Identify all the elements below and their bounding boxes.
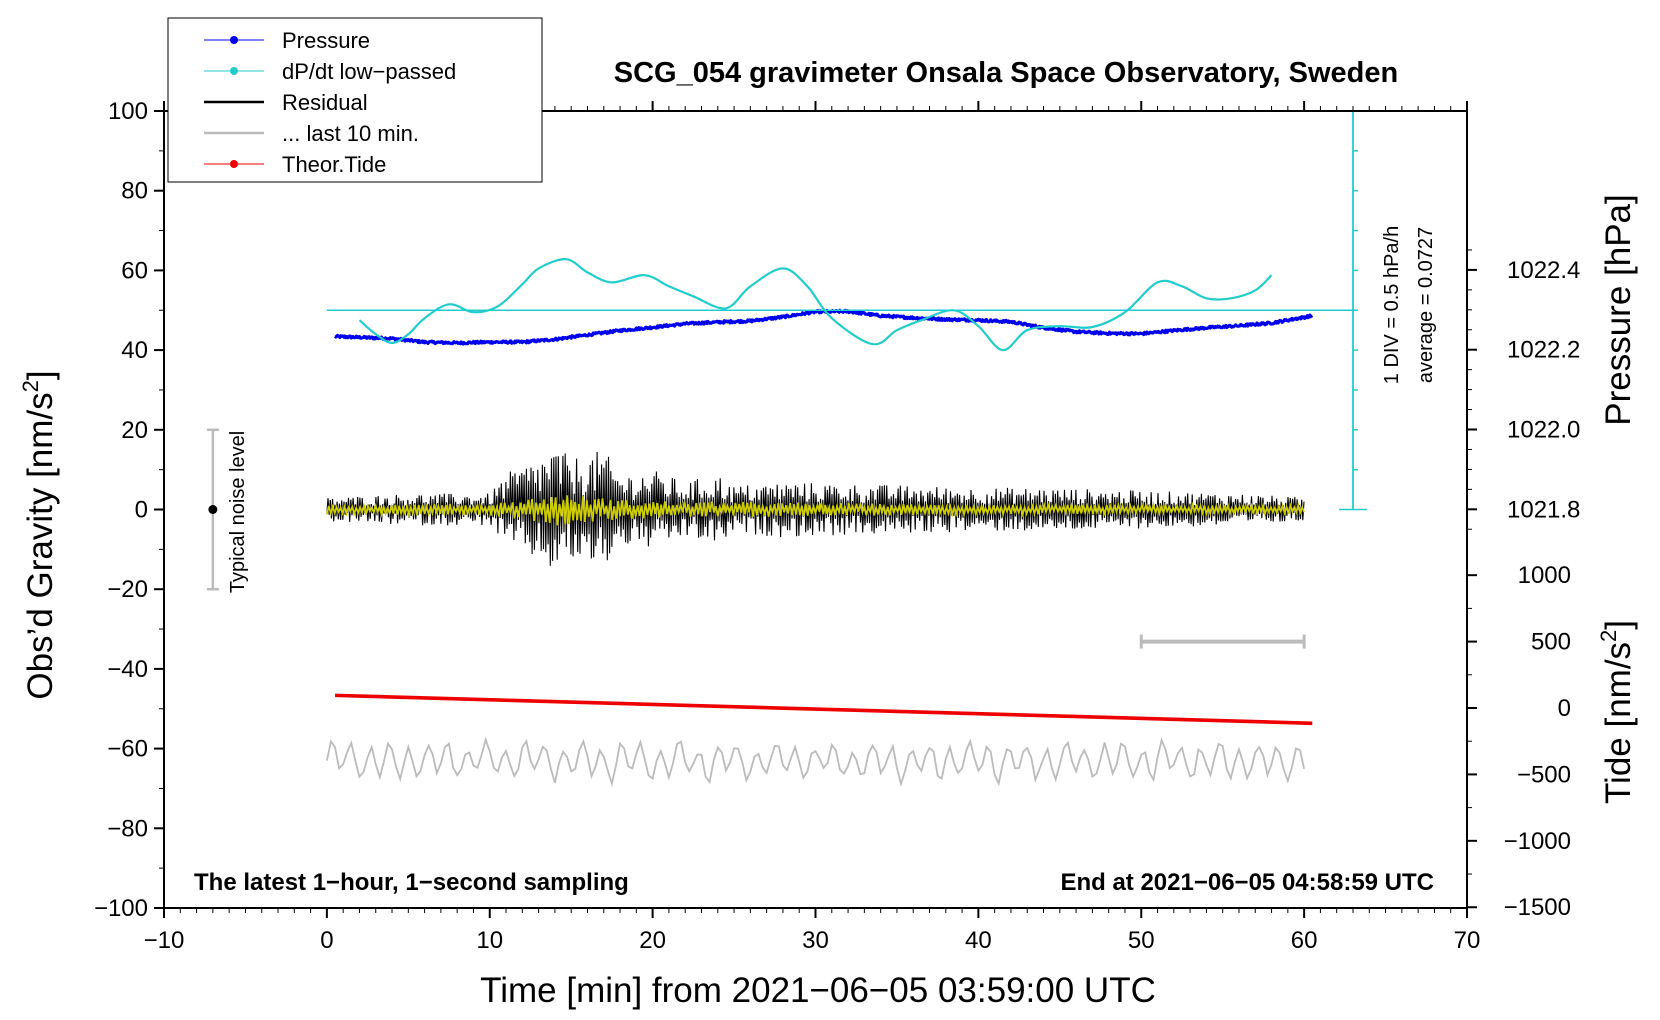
- x-tick-label: 20: [639, 927, 666, 954]
- left-axis-label-sup: 2: [18, 380, 43, 392]
- x-tick-label: 70: [1454, 927, 1481, 954]
- footer-left-note: The latest 1−hour, 1−second sampling: [194, 869, 629, 896]
- x-tick-label: 10: [476, 927, 503, 954]
- tide-tick-label: 500: [1531, 629, 1571, 656]
- chart-title: SCG_054 gravimeter Onsala Space Observat…: [614, 57, 1398, 89]
- y-tick-label: −40: [107, 656, 148, 683]
- pressure-tick-label: 1021.8: [1507, 496, 1580, 523]
- left-axis-label-text: Obs’d Gravity [nm/s: [21, 392, 60, 699]
- legend-entry: dP/dt low−passed: [204, 59, 456, 84]
- pressure-tick-label: 1022.0: [1507, 417, 1580, 444]
- y-tick-label: 20: [121, 417, 148, 444]
- legend: Pressure dP/dt low−passed Residual ... last…: [167, 17, 543, 183]
- tide-series-line: [334, 693, 1313, 726]
- pressure-tick-label: 1022.2: [1507, 337, 1580, 364]
- tide-tick-label: 1000: [1518, 562, 1571, 589]
- legend-box: [167, 17, 543, 183]
- y-tick-label: 60: [121, 257, 148, 284]
- y-tick-label: 80: [121, 178, 148, 205]
- noise-level-bar: [206, 428, 219, 591]
- tide-tick-label: −1500: [1504, 894, 1571, 921]
- y-tick-label: 100: [108, 98, 148, 125]
- x-tick-label: −10: [144, 927, 185, 954]
- dpdt-series-line: [358, 258, 1273, 352]
- y-tick-label: 40: [121, 337, 148, 364]
- x-tick-label: 60: [1291, 927, 1318, 954]
- tide-tick-label: −1000: [1504, 828, 1571, 855]
- legend-entries: Pressure dP/dt low−passed Residual ... last…: [204, 28, 456, 177]
- y-tick-label: −100: [94, 895, 148, 922]
- legend-swatch-marker: [230, 36, 238, 44]
- legend-label: Pressure: [282, 28, 370, 53]
- tide-axis-label-end: ]: [1599, 620, 1638, 630]
- time-window-bar: [1139, 634, 1306, 649]
- pressure-div-note: 1 DIV = 0.5 hPa/h: [1381, 226, 1403, 384]
- legend-entry: ... last 10 min.: [204, 121, 419, 146]
- legend-swatch-marker: [230, 160, 238, 168]
- y-tick-label: −20: [107, 576, 148, 603]
- pressure-axis-label: Pressure [hPa]: [1599, 194, 1638, 426]
- legend-swatch-marker: [230, 67, 238, 75]
- axes-layer: −10 0 10 20 30 40 50 60 70−100−80−60−40−20020406…: [94, 98, 1580, 954]
- x-tick-label: 40: [965, 927, 992, 954]
- legend-label: Theor.Tide: [282, 152, 386, 177]
- series-layer: [206, 110, 1367, 788]
- x-tick-label: 0: [320, 927, 333, 954]
- x-axis-label: Time [min] from 2021−06−05 03:59:00 UTC: [480, 971, 1156, 1010]
- x-tick-label: 50: [1128, 927, 1155, 954]
- y-tick-label: 0: [135, 497, 148, 524]
- residual-filtered-series-line: [326, 495, 1305, 526]
- pressure-tick-label: 1022.4: [1507, 257, 1580, 284]
- legend-label: Residual: [282, 90, 368, 115]
- legend-entry: Residual: [204, 90, 368, 115]
- legend-label: dP/dt low−passed: [282, 59, 456, 84]
- footer-right-note: End at 2021−06−05 04:58:59 UTC: [1060, 869, 1434, 896]
- noise-level-label: Typical noise level: [227, 431, 249, 593]
- legend-label: ... last 10 min.: [282, 121, 419, 146]
- tide-tick-label: −500: [1517, 761, 1571, 788]
- left-axis-label: Obs’d Gravity [nm/s2]: [18, 370, 60, 699]
- tide-axis-label: Tide [nm/s2]: [1596, 620, 1638, 804]
- noise-bar-center-dot: [208, 505, 218, 514]
- y-tick-label: −80: [107, 815, 148, 842]
- tide-axis-label-sup: 2: [1596, 630, 1621, 642]
- pressure-average-note: average = 0.0727: [1415, 227, 1437, 383]
- last-10-min-series-line: [326, 736, 1305, 788]
- tide-axis-label-text: Tide [nm/s: [1599, 642, 1638, 804]
- legend-entry: Theor.Tide: [204, 152, 386, 177]
- legend-entry: Pressure: [204, 28, 370, 53]
- x-tick-label: 30: [802, 927, 829, 954]
- left-axis-label-end: ]: [21, 370, 60, 380]
- tide-tick-label: 0: [1558, 695, 1571, 722]
- y-tick-label: −60: [107, 736, 148, 763]
- pressure-series-line: [333, 308, 1314, 346]
